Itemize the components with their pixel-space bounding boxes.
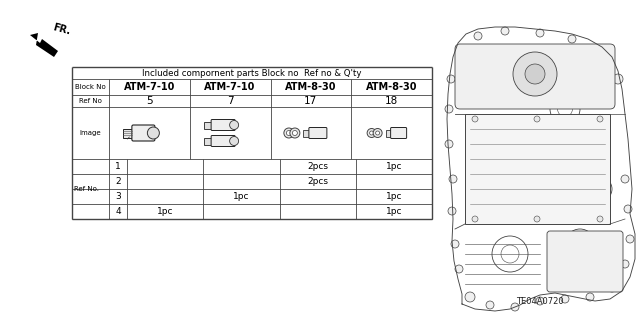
Text: Included compornent parts Block no  Ref no & Q'ty: Included compornent parts Block no Ref n… bbox=[142, 69, 362, 78]
Circle shape bbox=[607, 282, 617, 292]
Text: ATM-7-10: ATM-7-10 bbox=[204, 82, 256, 92]
Circle shape bbox=[536, 29, 544, 37]
Circle shape bbox=[501, 27, 509, 35]
Circle shape bbox=[595, 46, 605, 56]
Circle shape bbox=[373, 129, 382, 137]
Circle shape bbox=[597, 216, 603, 222]
Circle shape bbox=[597, 116, 603, 122]
Text: Image: Image bbox=[80, 130, 101, 136]
Circle shape bbox=[465, 292, 475, 302]
Circle shape bbox=[286, 130, 291, 136]
Text: 7: 7 bbox=[227, 96, 234, 106]
Text: 5: 5 bbox=[146, 96, 153, 106]
Circle shape bbox=[511, 303, 519, 311]
Circle shape bbox=[230, 137, 239, 145]
Circle shape bbox=[586, 293, 594, 301]
Text: Ref No.: Ref No. bbox=[74, 186, 99, 192]
Text: Block No: Block No bbox=[75, 84, 106, 90]
Circle shape bbox=[474, 32, 482, 40]
Circle shape bbox=[486, 301, 494, 309]
Text: 1pc: 1pc bbox=[386, 162, 402, 171]
Circle shape bbox=[447, 75, 455, 83]
Text: ATM-8-30: ATM-8-30 bbox=[366, 82, 417, 92]
Text: 17: 17 bbox=[304, 96, 317, 106]
Text: ATM-8-30: ATM-8-30 bbox=[285, 82, 337, 92]
FancyBboxPatch shape bbox=[303, 130, 310, 137]
Polygon shape bbox=[30, 33, 58, 57]
Text: 18: 18 bbox=[385, 96, 398, 106]
Circle shape bbox=[147, 127, 159, 139]
Circle shape bbox=[568, 35, 576, 43]
FancyBboxPatch shape bbox=[455, 44, 615, 109]
Text: 1pc: 1pc bbox=[157, 207, 173, 216]
Circle shape bbox=[284, 128, 294, 138]
Circle shape bbox=[445, 105, 453, 113]
FancyBboxPatch shape bbox=[124, 129, 132, 137]
Circle shape bbox=[449, 175, 457, 183]
FancyBboxPatch shape bbox=[204, 137, 212, 145]
Text: TE04A0720: TE04A0720 bbox=[516, 296, 564, 306]
Circle shape bbox=[472, 116, 478, 122]
FancyBboxPatch shape bbox=[211, 120, 235, 130]
Circle shape bbox=[561, 295, 569, 303]
Circle shape bbox=[370, 131, 374, 135]
FancyBboxPatch shape bbox=[204, 122, 212, 129]
Text: FR.: FR. bbox=[52, 23, 72, 37]
Circle shape bbox=[621, 175, 629, 183]
Text: 1pc: 1pc bbox=[386, 192, 402, 201]
Text: 2pcs: 2pcs bbox=[307, 162, 328, 171]
Text: 1: 1 bbox=[115, 162, 121, 171]
Circle shape bbox=[456, 45, 464, 53]
Text: 4: 4 bbox=[115, 207, 121, 216]
Text: 1pc: 1pc bbox=[386, 207, 402, 216]
Circle shape bbox=[292, 130, 298, 136]
FancyBboxPatch shape bbox=[309, 128, 327, 138]
Circle shape bbox=[536, 297, 544, 305]
Circle shape bbox=[445, 140, 453, 148]
FancyBboxPatch shape bbox=[465, 114, 610, 224]
Text: ATM-7-10: ATM-7-10 bbox=[124, 82, 175, 92]
Circle shape bbox=[472, 216, 478, 222]
Circle shape bbox=[624, 205, 632, 213]
Text: 3: 3 bbox=[115, 192, 121, 201]
FancyBboxPatch shape bbox=[390, 128, 406, 138]
Text: 1pc: 1pc bbox=[233, 192, 250, 201]
Circle shape bbox=[290, 128, 300, 138]
Circle shape bbox=[376, 131, 380, 135]
Circle shape bbox=[626, 235, 634, 243]
Circle shape bbox=[534, 216, 540, 222]
Circle shape bbox=[613, 74, 623, 84]
Circle shape bbox=[455, 265, 463, 273]
Circle shape bbox=[448, 207, 456, 215]
Circle shape bbox=[621, 260, 629, 268]
FancyBboxPatch shape bbox=[132, 125, 155, 141]
Circle shape bbox=[451, 240, 459, 248]
Circle shape bbox=[513, 52, 557, 96]
Text: 2pcs: 2pcs bbox=[307, 177, 328, 186]
Circle shape bbox=[367, 129, 376, 137]
FancyBboxPatch shape bbox=[547, 231, 623, 292]
Circle shape bbox=[534, 116, 540, 122]
Circle shape bbox=[525, 64, 545, 84]
Text: 2: 2 bbox=[115, 177, 121, 186]
FancyBboxPatch shape bbox=[211, 136, 235, 146]
Text: Ref No: Ref No bbox=[79, 98, 102, 104]
FancyBboxPatch shape bbox=[386, 130, 392, 137]
Circle shape bbox=[230, 121, 239, 130]
